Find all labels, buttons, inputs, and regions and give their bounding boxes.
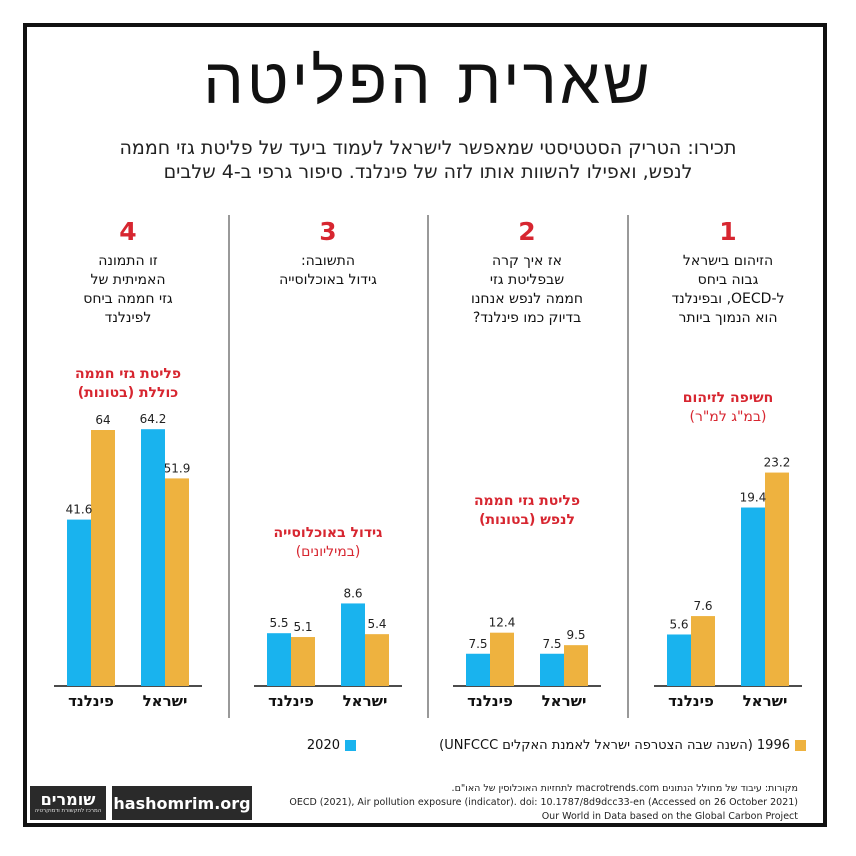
data-label-1996-step-1: 7.6 — [693, 599, 712, 613]
source-line-2: OECD (2021), Air pollution exposure (ind… — [289, 796, 798, 808]
legend-label-2020: 2020 — [306, 738, 340, 753]
data-label-1996-step-2: 9.5 — [566, 628, 585, 642]
sources: מקורות: עיבוד של מחולל הנתונים macrotren… — [278, 782, 798, 823]
step-1-metric-line: חשיפה לזיהום — [683, 390, 773, 406]
step-3-header-line: התשובה: — [301, 253, 355, 269]
step-number-1: 1 — [719, 217, 736, 246]
step-4-category-label: ישראל — [143, 692, 188, 710]
step-2-header-line: חממה לנפש אנחנו — [471, 291, 583, 307]
bar-2020-step-3 — [267, 633, 291, 686]
data-label-1996-step-2: 12.4 — [489, 616, 516, 630]
data-label-2020-step-3: 8.6 — [343, 586, 362, 600]
data-label-2020-step-2: 7.5 — [542, 637, 561, 651]
data-label-2020-step-1: 19.4 — [740, 491, 767, 505]
step-3-header-line: גידול באוכלוסייה — [279, 272, 377, 288]
subtitle-line-2: לנפש, ואפילו להשוות אותו לזה של פינלנד. … — [163, 161, 693, 184]
data-label-2020-step-1: 5.6 — [669, 617, 688, 631]
data-label-1996-step-4: 51.9 — [164, 461, 191, 475]
bar-2020-step-4 — [141, 429, 165, 686]
step-1-header-line: הוא הנמוך ביותר — [679, 310, 778, 326]
step-1-metric-line: (במ"ג למ"ר) — [690, 409, 767, 425]
legend-label-1996: 1996 (השנה שבה הצטרפה ישראל לאמנת האקלים… — [439, 738, 790, 753]
bar-2020-step-1 — [741, 507, 765, 686]
bar-1996-step-2 — [564, 645, 588, 686]
step-1-header-line: גבוה ביחס — [698, 272, 759, 288]
step-2-header-line: שבפליטת גזי — [490, 272, 564, 288]
site-url[interactable]: hashomrim.org — [112, 786, 252, 820]
legend-swatch-1996 — [795, 740, 806, 751]
legend-item-2020: 2020 — [307, 738, 356, 753]
step-4-metric-line: כוללת (בטונות) — [78, 385, 179, 401]
legend: 1996 (השנה שבה הצטרפה ישראל לאמנת האקלים… — [0, 738, 856, 758]
step-4-metric-line: פליטת גזי חממה — [75, 366, 181, 382]
logo-tagline: המרכז לתקשורת ודמוקרטיה — [34, 807, 102, 814]
bar-1996-step-2 — [490, 632, 514, 686]
step-3-category-label: פינלנד — [268, 692, 314, 710]
step-3-metric-line: גידול באוכלוסייה — [274, 525, 383, 541]
step-1-category-label: פינלנד — [668, 692, 714, 710]
step-2-metric-line: לנפש (בטונות) — [479, 512, 575, 528]
data-label-2020-step-3: 5.5 — [269, 616, 288, 630]
step-4-category-label: פינלנד — [68, 692, 114, 710]
page-title: שארית הפליטה — [203, 45, 653, 119]
bar-2020-step-1 — [667, 634, 691, 686]
bar-1996-step-3 — [291, 637, 315, 686]
step-3-category-label: ישראל — [343, 692, 388, 710]
legend-swatch-2020 — [345, 740, 356, 751]
step-4-header-line: האמיתית של — [90, 272, 165, 288]
bar-2020-step-2 — [466, 653, 490, 686]
bar-2020-step-4 — [67, 519, 91, 686]
step-4-header-line: לפינלנד — [105, 310, 152, 326]
data-label-1996-step-3: 5.4 — [367, 617, 386, 631]
step-number-2: 2 — [518, 217, 535, 246]
source-line-1: מקורות: עיבוד של מחולל הנתונים macrotren… — [451, 783, 798, 794]
step-2-header-line: אז איך קרה — [492, 253, 562, 269]
legend-item-1996: 1996 (השנה שבה הצטרפה ישראל לאמנת האקלים… — [439, 738, 806, 753]
bar-2020-step-3 — [341, 603, 365, 686]
data-label-1996-step-1: 23.2 — [764, 456, 791, 470]
bar-1996-step-1 — [691, 616, 715, 686]
step-1-header-line: הזיהום בישראל — [683, 253, 773, 269]
step-3-metric-line: (במיליונים) — [296, 544, 361, 560]
poster-frame — [23, 23, 827, 827]
step-number-3: 3 — [319, 217, 336, 246]
bar-2020-step-2 — [540, 653, 564, 686]
data-label-2020-step-2: 7.5 — [468, 637, 487, 651]
step-1-category-label: ישראל — [743, 692, 788, 710]
data-label-1996-step-4: 64 — [95, 413, 110, 427]
data-label-2020-step-4: 41.6 — [66, 503, 93, 517]
bar-1996-step-4 — [165, 478, 189, 686]
bar-1996-step-3 — [365, 634, 389, 686]
step-4-header-line: זו התמונה — [98, 253, 158, 269]
logo-name: שומרים — [40, 789, 96, 809]
page-subtitle: תכירו: הטריק הסטטיסטי שמאפשר לישראל לעמו… — [70, 136, 786, 185]
source-line-3: Our World in Data based on the Global Ca… — [541, 810, 798, 822]
step-1-header-line: ל-OECD, ובפינלנד — [672, 291, 785, 307]
bar-1996-step-1 — [765, 472, 789, 686]
bar-1996-step-4 — [91, 430, 115, 686]
step-2-metric-line: פליטת גזי חממה — [474, 493, 580, 509]
step-2-header-line: בדיוק כמו פינלנד? — [473, 310, 581, 326]
data-label-1996-step-3: 5.1 — [293, 620, 312, 634]
step-2-category-label: ישראל — [542, 692, 587, 710]
step-number-4: 4 — [119, 217, 136, 246]
data-label-2020-step-4: 64.2 — [140, 412, 167, 426]
hashomrim-logo: שומרים המרכז לתקשורת ודמוקרטיה — [30, 786, 106, 820]
subtitle-line-1: תכירו: הטריק הסטטיסטי שמאפשר לישראל לעמו… — [119, 137, 737, 159]
step-2-category-label: פינלנד — [467, 692, 513, 710]
step-4-header-line: גזי חממה ביחס — [83, 291, 173, 307]
